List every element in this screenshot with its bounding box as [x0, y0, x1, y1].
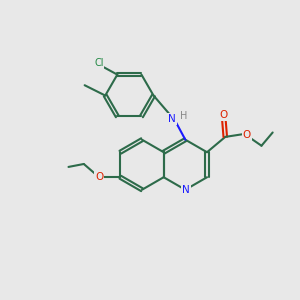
Text: O: O: [243, 130, 251, 140]
Text: O: O: [95, 172, 103, 182]
Text: Cl: Cl: [94, 58, 104, 68]
Text: N: N: [168, 114, 176, 124]
Text: N: N: [182, 185, 190, 195]
Text: H: H: [180, 111, 188, 121]
Text: O: O: [220, 110, 228, 120]
